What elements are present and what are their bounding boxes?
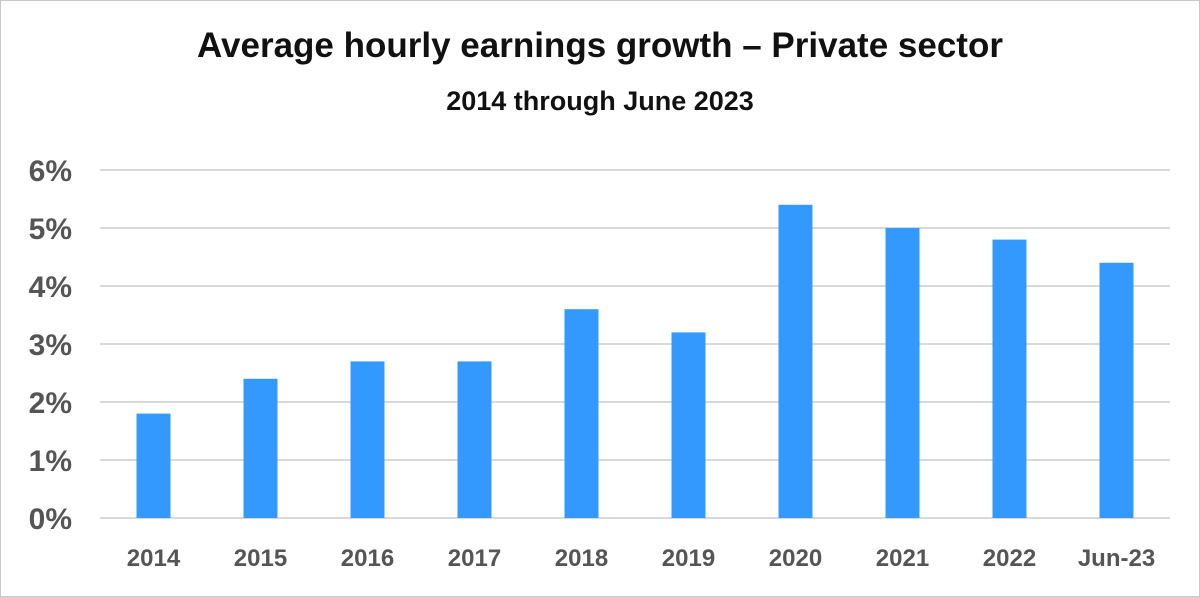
x-tick-label: 2015	[234, 545, 287, 572]
y-axis-tick-labels: 0% 1% 2% 3% 4% 5% 6%	[29, 155, 72, 536]
bar-jun-23	[1099, 262, 1134, 518]
x-tick-label: 2022	[983, 545, 1036, 572]
chart-title: Average hourly earnings growth – Private…	[197, 26, 1003, 65]
bar-2016	[350, 361, 385, 518]
y-tick-label: 5%	[29, 213, 72, 246]
bar-2017	[457, 361, 492, 518]
x-tick-label: 2017	[448, 545, 501, 572]
bar-2019	[671, 332, 706, 518]
bar-2021	[885, 228, 920, 518]
x-tick-label: 2016	[341, 545, 394, 572]
chart-subtitle: 2014 through June 2023	[446, 86, 754, 116]
bar-2020	[778, 204, 813, 519]
y-tick-label: 3%	[29, 329, 72, 362]
y-tick-label: 2%	[29, 387, 72, 420]
x-axis-tick-labels: 2014 2015 2016 2017 2018 2019 2020 2021 2022 Jun-…	[127, 545, 1155, 572]
x-tick-label: 2018	[555, 545, 608, 572]
bar-2015	[243, 378, 278, 518]
gridlines	[100, 169, 1170, 519]
bar-2018	[564, 309, 599, 518]
y-tick-label: 4%	[29, 271, 72, 304]
y-tick-label: 6%	[29, 155, 72, 188]
x-tick-label: Jun-23	[1078, 545, 1155, 572]
y-tick-label: 0%	[29, 503, 72, 536]
x-tick-label: 2020	[769, 545, 822, 572]
bar-2022	[992, 239, 1027, 518]
x-tick-label: 2021	[876, 545, 929, 572]
y-tick-label: 1%	[29, 445, 72, 478]
x-tick-label: 2019	[662, 545, 715, 572]
bar-2014	[136, 413, 171, 518]
bars	[136, 204, 1134, 519]
x-tick-label: 2014	[127, 545, 181, 572]
